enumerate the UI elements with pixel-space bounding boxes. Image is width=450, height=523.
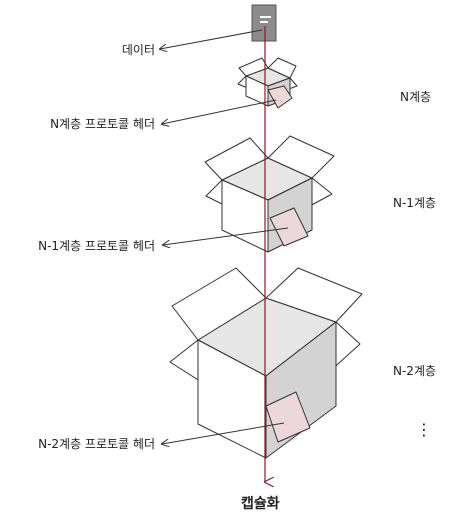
- layer-n2-label: N-2계층: [393, 364, 437, 378]
- box-icon-n2: [169, 267, 363, 459]
- document-icon: [251, 4, 277, 42]
- box-icon-n: [237, 57, 298, 109]
- n-header-label: N계층 프로토콜 헤더: [50, 117, 155, 131]
- n2-header-pointer-arrow: [162, 422, 285, 444]
- box-icon-n1: [204, 135, 335, 253]
- data-label: 데이터: [121, 43, 155, 57]
- header-tag-icon-n: [267, 85, 293, 109]
- encapsulation-label: 캡슐화: [241, 496, 280, 512]
- header-tag-icon-n2: [265, 391, 311, 443]
- n1-header-pointer-arrow: [163, 227, 289, 245]
- layer-n1-label: N-1계층: [393, 196, 437, 210]
- n2-header-label: N-2계층 프로토콜 헤더: [38, 437, 155, 451]
- continuation-dots: ⋮: [416, 420, 432, 439]
- n1-header-label: N-1계층 프로토콜 헤더: [38, 239, 155, 253]
- data-pointer-arrow: [160, 29, 263, 49]
- header-tag-icon-n1: [269, 207, 309, 247]
- layer-n-label: N계층: [400, 90, 432, 104]
- n-header-pointer-arrow: [162, 99, 277, 124]
